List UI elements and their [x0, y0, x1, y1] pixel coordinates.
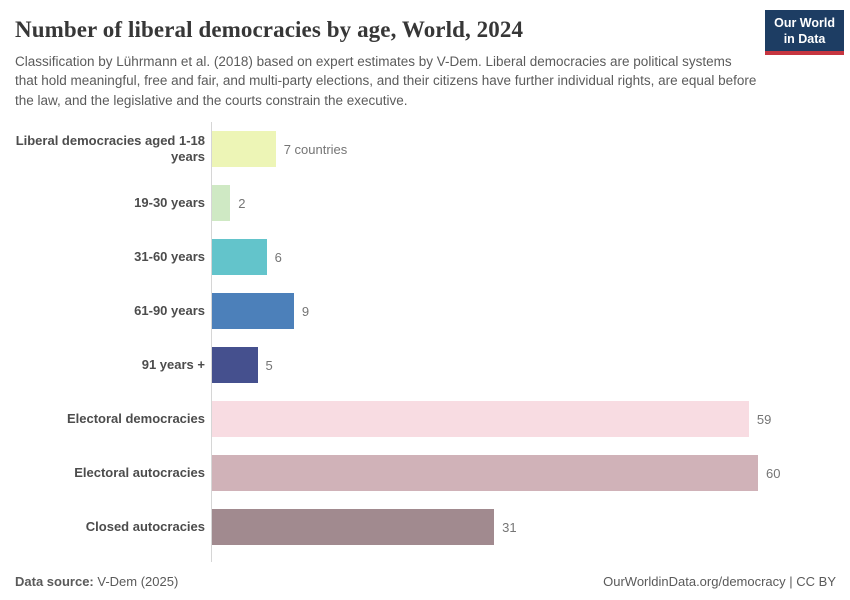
bar-area: 31 [211, 500, 850, 555]
category-label: Electoral democracies [66, 411, 205, 427]
value-label: 31 [502, 519, 517, 535]
value-label: 9 [301, 303, 310, 319]
owid-logo-line2: in Data [783, 32, 826, 47]
value-label: 6 [274, 249, 282, 265]
bar-area: 6 [211, 230, 850, 285]
bar [212, 347, 258, 384]
chart-row: 31-60 years 6 [15, 230, 850, 285]
chart-row: Closed autocracies 31 [15, 500, 850, 555]
category-label: 31-60 years [134, 249, 205, 265]
bar [212, 239, 267, 276]
value-label: 59 [756, 411, 772, 427]
category-label: 61-90 years [134, 303, 205, 319]
chart-row: 61-90 years 9 [15, 284, 850, 339]
bar-area: 60 [211, 446, 850, 501]
category-label: Electoral autocracies [74, 465, 205, 481]
chart-row: Liberal democracies aged 1-18 years 7 co… [15, 122, 850, 177]
bar [212, 185, 231, 222]
bar-area: 9 [211, 284, 850, 339]
data-source: Data source: V-Dem (2025) [15, 574, 178, 589]
chart-footer: Data source: V-Dem (2025) OurWorldinData… [15, 574, 836, 589]
chart-subtitle: Classification by Lührmann et al. (2018)… [15, 53, 757, 108]
bar-area: 5 [211, 338, 850, 393]
category-label: 19-30 years [134, 195, 205, 211]
bar [212, 131, 276, 168]
bar-chart: Liberal democracies aged 1-18 years 7 co… [15, 122, 850, 563]
chart-header: Number of liberal democracies by age, Wo… [0, 0, 850, 110]
chart-row: Electoral autocracies 60 [15, 446, 850, 501]
data-source-label: Data source: [15, 574, 94, 589]
bar [212, 401, 749, 438]
value-label: 7 countries [283, 141, 348, 157]
value-label: 2 [238, 195, 246, 211]
bar-area: 59 [211, 392, 850, 447]
chart-row: 91 years + 5 [15, 338, 850, 393]
bar [212, 509, 495, 546]
category-label: Closed autocracies [85, 519, 205, 535]
owid-logo-line1: Our World [774, 16, 835, 30]
bar-area: 2 [211, 176, 850, 231]
chart-row: 19-30 years 2 [15, 176, 850, 231]
value-label: 5 [265, 357, 273, 373]
chart-row: Electoral democracies 59 [15, 392, 850, 447]
page-title: Number of liberal democracies by age, Wo… [15, 17, 524, 42]
category-label: Liberal democracies aged 1-18 years [15, 133, 205, 165]
value-label: 60 [766, 465, 781, 481]
footer-link[interactable]: OurWorldinData.org/democracy | CC BY [603, 574, 836, 589]
bar [212, 455, 758, 492]
bar-area: 7 countries [211, 122, 850, 177]
owid-logo[interactable]: Our World in Data [765, 10, 844, 55]
axis-line-tail [211, 554, 213, 563]
chart-rows: Liberal democracies aged 1-18 years 7 co… [15, 122, 850, 555]
category-label: 91 years + [141, 357, 205, 373]
data-source-value: V-Dem (2025) [93, 574, 179, 589]
bar [212, 293, 294, 330]
